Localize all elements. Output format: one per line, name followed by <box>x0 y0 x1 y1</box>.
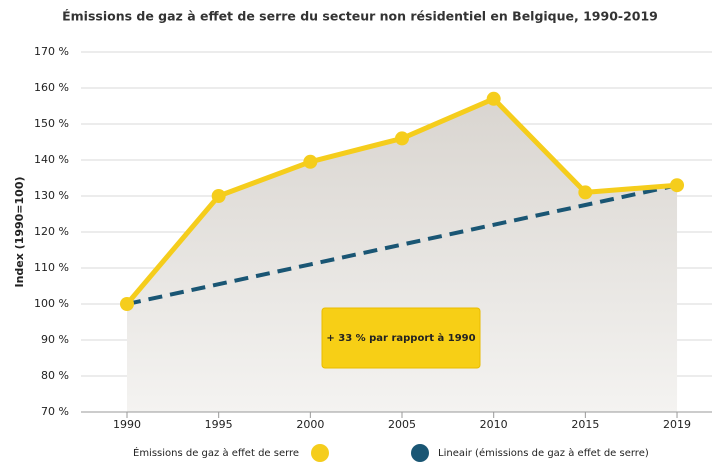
legend-swatch <box>411 444 429 462</box>
legend-label: Lineair (émissions de gaz à effet de ser… <box>438 447 649 459</box>
y-axis-label: Index (1990=100) <box>13 176 26 287</box>
point <box>395 131 410 146</box>
area <box>127 98 678 413</box>
y-tick-label: 90 % <box>41 333 69 346</box>
x-tick-label: 2015 <box>571 418 599 431</box>
point <box>578 185 593 200</box>
y-tick-label: 170 % <box>34 45 69 58</box>
y-tick-label: 130 % <box>34 189 69 202</box>
point <box>486 91 501 106</box>
point <box>303 154 318 169</box>
point <box>211 189 226 203</box>
x-tick-label: 2000 <box>296 418 324 431</box>
y-tick-label: 110 % <box>34 261 69 274</box>
chart-title: Émissions de gaz à effet de serre du sec… <box>62 9 658 24</box>
annotation-text: + 33 % par rapport à 1990 <box>326 332 475 344</box>
annotation: + 33 % par rapport à 1990 <box>321 307 481 369</box>
annotation-box <box>321 307 481 369</box>
y-tick-label: 100 % <box>34 297 69 310</box>
y-tick-label: 80 % <box>41 369 69 382</box>
x-tick-label: 1995 <box>205 418 233 431</box>
legend-swatch <box>311 444 329 462</box>
x-tick-label: 2010 <box>480 418 508 431</box>
point <box>120 297 134 311</box>
y-tick-label: 140 % <box>34 153 69 166</box>
y-tick-label: 150 % <box>34 117 69 130</box>
x-tick-label: 2005 <box>388 418 416 431</box>
legend-label: Émissions de gaz à effet de serre <box>133 446 299 459</box>
y-tick-label: 70 % <box>41 405 69 418</box>
point <box>670 178 685 193</box>
series-line <box>126 183 678 306</box>
x-tick-label: 1990 <box>113 418 141 431</box>
y-tick-label: 120 % <box>34 225 69 238</box>
y-tick-label: 160 % <box>34 81 69 94</box>
x-tick-label: 2019 <box>663 418 691 431</box>
